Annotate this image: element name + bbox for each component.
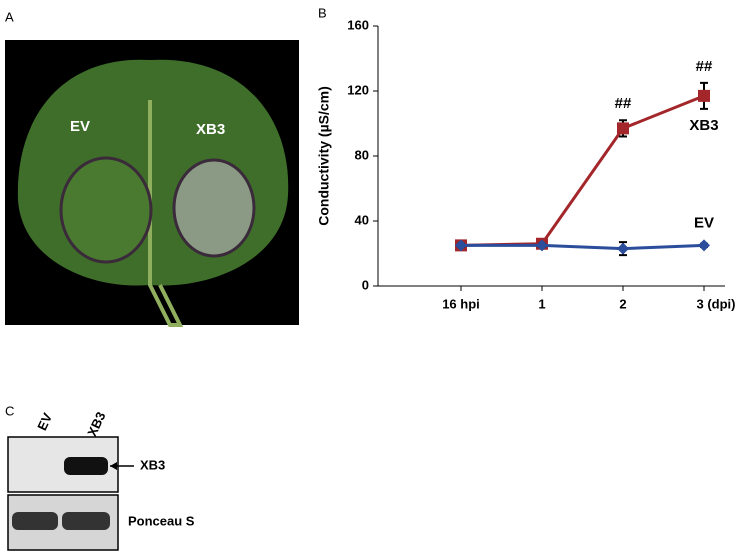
point <box>617 242 629 255</box>
leaf <box>17 59 289 286</box>
annotation: ## <box>615 95 632 112</box>
point <box>698 239 710 252</box>
blot-band <box>64 457 108 475</box>
panel-label: B <box>318 5 327 20</box>
blot-band <box>12 512 58 530</box>
lane-label: EV <box>34 410 55 432</box>
y-tick-label: 80 <box>355 147 369 162</box>
band-label: Ponceau S <box>128 513 195 528</box>
series-label: XB3 <box>689 117 718 134</box>
series-line <box>460 94 705 247</box>
y-axis-label: Conductivity (µS/cm) <box>316 86 332 226</box>
x-tick-label: 16 hpi <box>442 296 480 311</box>
panel-label: A <box>5 9 14 24</box>
series-label: EV <box>694 214 714 231</box>
leaf-label: XB3 <box>196 121 225 138</box>
y-tick-label: 160 <box>347 17 369 32</box>
leaf-label: EV <box>70 118 90 135</box>
point <box>617 122 629 135</box>
x-tick-label: 2 <box>619 296 626 311</box>
y-tick-label: 0 <box>362 277 369 292</box>
y-tick-label: 120 <box>347 82 369 97</box>
arrow-head <box>110 462 117 470</box>
x-tick-label: 1 <box>538 296 545 311</box>
band-label: XB3 <box>140 457 165 472</box>
y-tick-label: 40 <box>355 212 369 227</box>
point <box>698 89 710 102</box>
point <box>536 239 548 252</box>
panel-label: C <box>5 403 14 418</box>
point <box>455 239 467 252</box>
infiltration-spot <box>59 156 153 264</box>
x-tick-label: 3 (dpi) <box>697 296 736 311</box>
blot-band <box>62 512 110 530</box>
series-line <box>461 243 705 251</box>
lane-label: XB3 <box>84 409 108 438</box>
infiltration-spot <box>172 158 256 258</box>
annotation: ## <box>696 58 713 75</box>
